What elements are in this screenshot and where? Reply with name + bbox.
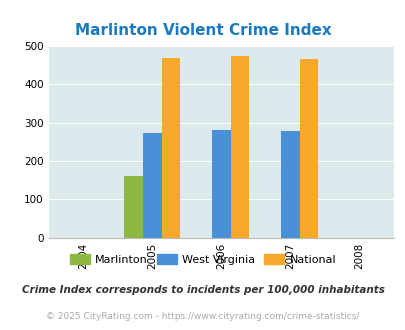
Bar <box>143 133 161 238</box>
Legend: Marlinton, West Virginia, National: Marlinton, West Virginia, National <box>65 250 340 269</box>
Text: Marlinton Violent Crime Index: Marlinton Violent Crime Index <box>75 23 330 38</box>
Bar <box>211 130 230 238</box>
Bar <box>230 56 249 238</box>
Bar <box>161 58 180 238</box>
Bar <box>124 176 143 238</box>
Bar <box>299 59 318 238</box>
Text: Crime Index corresponds to incidents per 100,000 inhabitants: Crime Index corresponds to incidents per… <box>21 285 384 295</box>
Bar <box>280 131 299 238</box>
Text: © 2025 CityRating.com - https://www.cityrating.com/crime-statistics/: © 2025 CityRating.com - https://www.city… <box>46 312 359 321</box>
